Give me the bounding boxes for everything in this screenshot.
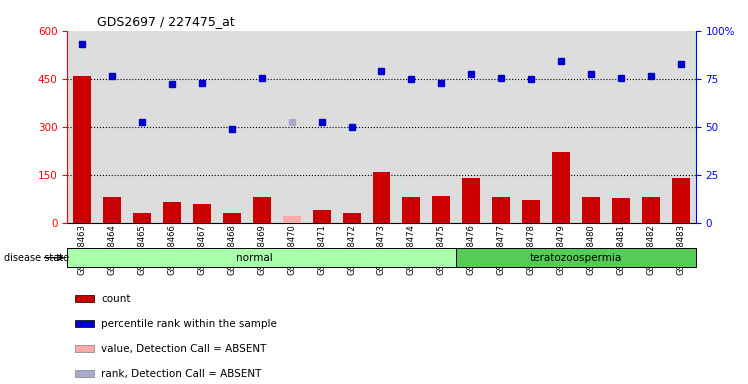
Bar xyxy=(546,31,576,223)
Bar xyxy=(223,213,241,223)
FancyBboxPatch shape xyxy=(67,248,456,267)
Text: value, Detection Call = ABSENT: value, Detection Call = ABSENT xyxy=(101,344,266,354)
Bar xyxy=(157,31,187,223)
Bar xyxy=(73,76,91,223)
Bar xyxy=(127,31,157,223)
Text: disease state: disease state xyxy=(4,253,69,263)
Bar xyxy=(217,31,247,223)
Bar xyxy=(253,197,271,223)
Bar xyxy=(343,213,361,223)
Bar xyxy=(546,31,576,223)
Bar xyxy=(456,31,486,223)
Bar xyxy=(672,178,690,223)
Bar xyxy=(636,31,666,223)
Bar xyxy=(486,31,516,223)
Text: normal: normal xyxy=(236,253,273,263)
Bar xyxy=(193,204,211,223)
Text: count: count xyxy=(101,294,130,304)
Bar xyxy=(373,172,390,223)
Text: teratozoospermia: teratozoospermia xyxy=(530,253,622,263)
Bar xyxy=(283,216,301,223)
Bar xyxy=(367,31,396,223)
Bar xyxy=(426,31,456,223)
Bar xyxy=(516,31,546,223)
Bar xyxy=(576,31,606,223)
Bar xyxy=(552,152,570,223)
Bar xyxy=(103,197,121,223)
Bar xyxy=(582,197,600,223)
Bar xyxy=(402,197,420,223)
Bar xyxy=(67,31,97,223)
Bar xyxy=(217,31,247,223)
Bar xyxy=(97,31,127,223)
Bar xyxy=(277,31,307,223)
Bar xyxy=(367,31,396,223)
Text: rank, Detection Call = ABSENT: rank, Detection Call = ABSENT xyxy=(101,369,261,379)
Bar xyxy=(432,197,450,223)
Bar xyxy=(307,31,337,223)
Bar xyxy=(313,210,331,223)
Bar xyxy=(426,31,456,223)
Text: percentile rank within the sample: percentile rank within the sample xyxy=(101,319,277,329)
Bar xyxy=(606,31,636,223)
Bar xyxy=(67,31,97,223)
Bar xyxy=(636,31,666,223)
Bar xyxy=(157,31,187,223)
Bar xyxy=(133,213,151,223)
Bar xyxy=(187,31,217,223)
Bar xyxy=(516,31,546,223)
Bar xyxy=(277,31,307,223)
Bar xyxy=(127,31,157,223)
Bar xyxy=(396,31,426,223)
Text: GDS2697 / 227475_at: GDS2697 / 227475_at xyxy=(97,15,235,28)
Bar xyxy=(456,31,486,223)
Bar xyxy=(576,31,606,223)
Bar xyxy=(337,31,367,223)
Bar xyxy=(247,31,277,223)
Bar xyxy=(606,31,636,223)
Bar xyxy=(337,31,367,223)
Bar xyxy=(462,178,480,223)
Bar xyxy=(486,31,516,223)
Bar xyxy=(97,31,127,223)
Bar xyxy=(163,202,181,223)
Bar xyxy=(612,198,630,223)
Bar xyxy=(666,31,696,223)
Bar xyxy=(492,197,510,223)
Bar xyxy=(307,31,337,223)
Bar xyxy=(396,31,426,223)
Bar xyxy=(522,200,540,223)
Bar xyxy=(187,31,217,223)
Bar xyxy=(247,31,277,223)
Bar xyxy=(642,197,660,223)
FancyBboxPatch shape xyxy=(456,248,696,267)
Bar xyxy=(666,31,696,223)
